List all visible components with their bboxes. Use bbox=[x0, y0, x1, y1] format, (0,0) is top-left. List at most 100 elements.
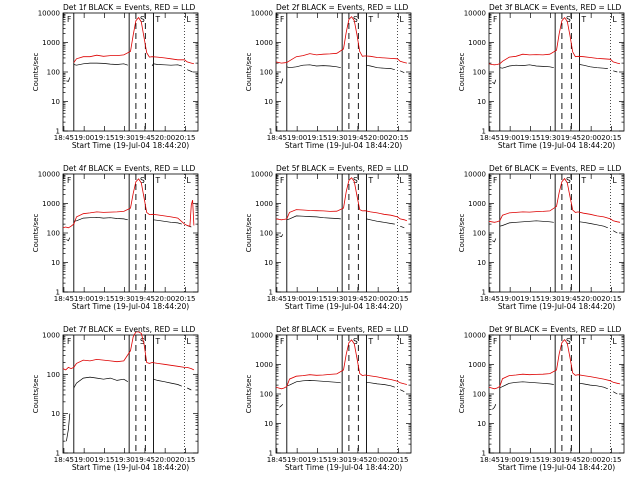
y-axis-label: Counts/sec bbox=[245, 53, 253, 92]
phase-marker: S bbox=[140, 15, 145, 24]
series-lld bbox=[73, 16, 195, 65]
phase-marker: T bbox=[154, 337, 160, 346]
x-tick-label: 18:45 bbox=[54, 134, 74, 142]
y-axis-label: Counts/sec bbox=[32, 214, 40, 253]
phase-marker: F bbox=[67, 15, 71, 24]
x-tick-label: 20:00 bbox=[155, 456, 175, 464]
series-events bbox=[66, 216, 192, 242]
y-tick-label: 10000 bbox=[251, 10, 273, 18]
phase-marker: L bbox=[187, 176, 192, 185]
y-axis-label: Counts/sec bbox=[458, 375, 466, 414]
phase-marker: F bbox=[280, 176, 284, 185]
x-tick-label: 18:45 bbox=[267, 134, 287, 142]
x-tick-label: 20:15 bbox=[175, 456, 195, 464]
x-tick-label: 18:45 bbox=[267, 456, 287, 464]
x-tick-label: 19:30 bbox=[115, 456, 135, 464]
x-axis-label: Start Time (19-Jul-04 18:44:20) bbox=[72, 302, 189, 311]
y-tick-label: 1000 bbox=[468, 361, 486, 369]
x-tick-label: 18:45 bbox=[480, 295, 500, 303]
phase-marker: T bbox=[580, 176, 586, 185]
phase-marker: S bbox=[566, 176, 571, 185]
y-tick-label: 10 bbox=[477, 98, 486, 106]
x-axis-label: Start Time (19-Jul-04 18:44:20) bbox=[498, 302, 615, 311]
y-tick-label: 1 bbox=[482, 289, 486, 297]
x-tick-label: 20:15 bbox=[601, 295, 621, 303]
phase-marker: L bbox=[400, 15, 405, 24]
x-tick-label: 20:00 bbox=[581, 295, 601, 303]
phase-marker: S bbox=[566, 15, 571, 24]
detector-panel-6: F S T L 1 10 100 1000 10000 18:45 19:00 19:15 19:30 1… bbox=[458, 164, 625, 311]
x-tick-label: 19:00 bbox=[74, 456, 94, 464]
phase-marker: T bbox=[367, 15, 373, 24]
x-tick-label: 19:45 bbox=[561, 134, 581, 142]
plot-frame bbox=[62, 334, 199, 454]
phase-marker: L bbox=[187, 337, 192, 346]
y-tick-label: 10 bbox=[477, 420, 486, 428]
series-lld bbox=[488, 338, 621, 390]
series-events bbox=[279, 64, 405, 84]
phase-marker: L bbox=[400, 337, 405, 346]
y-tick-label: 1 bbox=[482, 450, 486, 458]
y-tick-label: 10 bbox=[51, 410, 60, 418]
detector-panel-4: F S T L 1 10 100 1000 10000 18:45 19:00 19:15 19:30 1… bbox=[32, 164, 199, 311]
x-tick-label: 20:00 bbox=[368, 456, 388, 464]
x-tick-label: 19:45 bbox=[348, 295, 368, 303]
series-events bbox=[492, 381, 618, 410]
phase-marker: T bbox=[580, 337, 586, 346]
y-axis-label: Counts/sec bbox=[32, 375, 40, 414]
x-tick-label: 19:15 bbox=[520, 295, 540, 303]
x-tick-label: 20:15 bbox=[388, 134, 408, 142]
detector-panel-3: F S T L 1 10 100 1000 10000 18:45 19:00 19:15 19:30 1… bbox=[458, 3, 625, 150]
y-tick-label: 100 bbox=[47, 230, 60, 238]
detector-panel-5: F S T L 1 10 100 1000 10000 18:45 19:00 19:15 19:30 1… bbox=[245, 164, 412, 311]
panel-title: Det 9f BLACK = Events, RED = LLD bbox=[489, 325, 622, 334]
x-tick-label: 19:15 bbox=[307, 295, 327, 303]
y-tick-label: 10 bbox=[264, 98, 273, 106]
x-tick-label: 19:15 bbox=[307, 456, 327, 464]
x-axis-label: Start Time (19-Jul-04 18:44:20) bbox=[72, 141, 189, 150]
y-tick-label: 1 bbox=[269, 450, 273, 458]
x-tick-label: 18:45 bbox=[480, 134, 500, 142]
y-tick-label: 10000 bbox=[251, 171, 273, 179]
panel-title: Det 4f BLACK = Events, RED = LLD bbox=[63, 164, 196, 173]
phase-marker: F bbox=[67, 337, 71, 346]
phase-marker: L bbox=[613, 176, 618, 185]
y-tick-label: 10000 bbox=[464, 10, 486, 18]
y-tick-label: 10 bbox=[264, 259, 273, 267]
y-tick-label: 1000 bbox=[42, 39, 60, 47]
phase-marker: T bbox=[154, 176, 160, 185]
y-tick-label: 1000 bbox=[42, 332, 60, 340]
y-tick-label: 10000 bbox=[464, 171, 486, 179]
x-tick-label: 19:00 bbox=[287, 134, 307, 142]
y-axis-label: Counts/sec bbox=[458, 214, 466, 253]
x-tick-label: 19:30 bbox=[541, 134, 561, 142]
phase-marker: S bbox=[566, 337, 571, 346]
x-tick-label: 20:00 bbox=[155, 295, 175, 303]
x-tick-label: 18:45 bbox=[54, 456, 74, 464]
detector-panel-9: F S T L 1 10 100 1000 10000 18:45 19:00 19:15 19:30 1… bbox=[458, 325, 625, 472]
y-tick-label: 1 bbox=[56, 450, 60, 458]
series-lld bbox=[62, 331, 195, 371]
x-tick-label: 19:00 bbox=[74, 295, 94, 303]
y-tick-label: 10000 bbox=[251, 332, 273, 340]
x-tick-label: 18:45 bbox=[267, 295, 287, 303]
phase-marker: F bbox=[493, 337, 497, 346]
y-tick-label: 10 bbox=[477, 259, 486, 267]
y-tick-label: 100 bbox=[47, 69, 60, 77]
y-tick-label: 10000 bbox=[38, 10, 60, 18]
y-tick-label: 100 bbox=[260, 230, 273, 238]
y-tick-label: 1000 bbox=[468, 39, 486, 47]
x-tick-label: 20:15 bbox=[175, 295, 195, 303]
phase-marker: S bbox=[353, 176, 358, 185]
x-tick-label: 19:00 bbox=[500, 456, 520, 464]
x-tick-label: 20:00 bbox=[155, 134, 175, 142]
x-tick-label: 19:45 bbox=[135, 134, 155, 142]
phase-marker: L bbox=[613, 15, 618, 24]
x-tick-label: 19:15 bbox=[94, 295, 114, 303]
y-tick-label: 100 bbox=[260, 69, 273, 77]
y-tick-label: 10 bbox=[264, 420, 273, 428]
x-tick-label: 19:00 bbox=[287, 456, 307, 464]
